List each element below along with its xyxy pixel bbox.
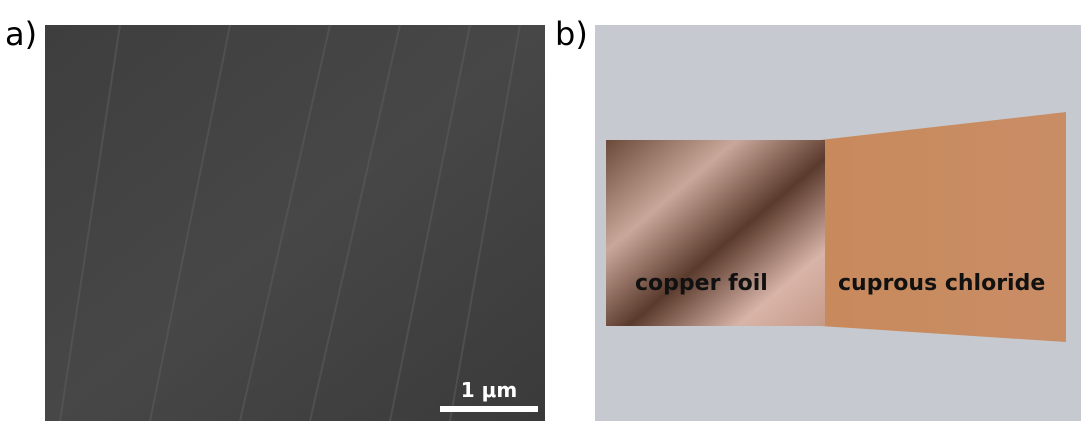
scale-bar-label: 1 μm <box>461 378 517 402</box>
annotation: cuprous chloride <box>838 271 1045 296</box>
copper-foil-sheet <box>606 140 825 326</box>
annotation: copper foil <box>635 271 768 296</box>
cuprous-chloride-sheet <box>820 112 1066 342</box>
figure: a) 1 μm b) copper foil cuprous chloride <box>0 0 1081 421</box>
panel-label: b) <box>555 15 588 53</box>
sem-image <box>45 25 545 421</box>
panel-label: a) <box>5 15 37 53</box>
